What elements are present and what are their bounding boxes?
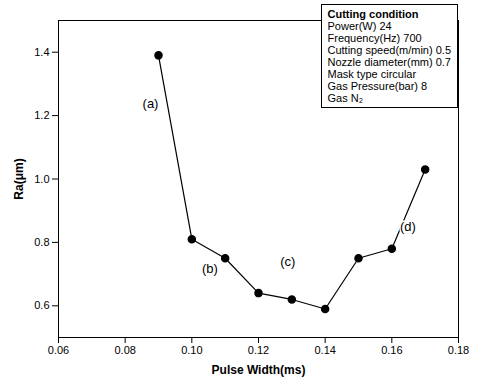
- svg-text:0.10: 0.10: [181, 344, 202, 356]
- svg-text:(b): (b): [202, 261, 218, 276]
- html-text:Nozzle diameter(mm) 0.7: Nozzle diameter(mm) 0.7: [327, 56, 451, 68]
- svg-text:1.0: 1.0: [34, 173, 49, 185]
- svg-text:0.8: 0.8: [34, 236, 49, 248]
- svg-text:0.6: 0.6: [34, 299, 49, 311]
- html-text:Power(W) 24: Power(W) 24: [327, 20, 392, 32]
- svg-text:1.4: 1.4: [34, 46, 49, 58]
- svg-text:0.18: 0.18: [448, 344, 469, 356]
- svg-text:0.08: 0.08: [114, 344, 135, 356]
- svg-text:0.06: 0.06: [48, 344, 69, 356]
- html-text:Mask type circular: Mask type circular: [327, 68, 417, 80]
- svg-text:1.2: 1.2: [34, 109, 49, 121]
- svg-text:(a): (a): [143, 96, 159, 111]
- html-text:Frequency(Hz) 700: Frequency(Hz) 700: [327, 32, 422, 44]
- svg-text:0.16: 0.16: [381, 344, 402, 356]
- svg-text:0.12: 0.12: [248, 344, 269, 356]
- html-text:Gas Pressure(bar) 8: Gas Pressure(bar) 8: [327, 80, 428, 92]
- svg-text:(d): (d): [400, 219, 416, 234]
- svg-text:(c): (c): [280, 254, 295, 269]
- svg-text:Pulse Width(ms): Pulse Width(ms): [212, 363, 306, 377]
- svg-text:0.14: 0.14: [314, 344, 335, 356]
- svg-text:Ra(μm): Ra(μm): [12, 158, 26, 199]
- html-text:Cutting speed(m/min) 0.5: Cutting speed(m/min) 0.5: [327, 44, 451, 56]
- html-text:Cutting condition: Cutting condition: [327, 8, 419, 20]
- html-text:Gas N₂: Gas N₂: [327, 92, 363, 104]
